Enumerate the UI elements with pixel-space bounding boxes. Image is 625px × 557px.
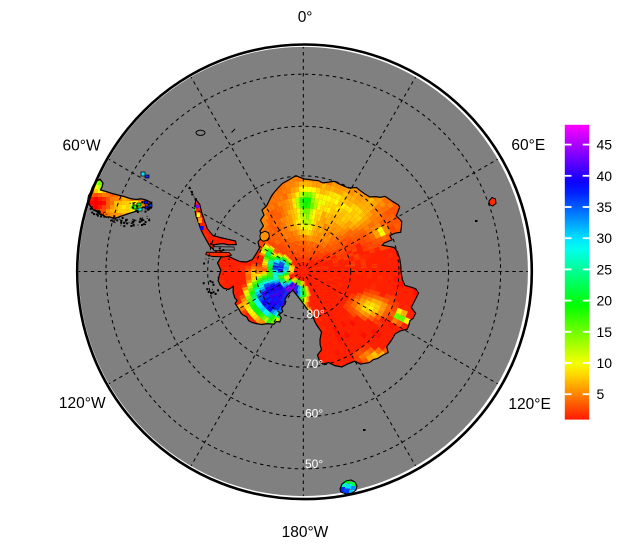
svg-text:60°: 60° [305,407,323,421]
svg-text:120°E: 120°E [508,396,550,413]
svg-text:120°W: 120°W [59,395,106,412]
svg-text:30: 30 [597,230,613,246]
svg-text:25: 25 [597,261,613,277]
svg-text:5: 5 [597,386,605,402]
svg-text:45: 45 [597,137,613,153]
svg-text:70°: 70° [305,357,323,371]
svg-text:35: 35 [597,199,613,215]
svg-text:15: 15 [597,324,613,340]
svg-text:10: 10 [597,355,613,371]
svg-text:60°E: 60°E [511,137,545,154]
svg-text:50°: 50° [305,457,323,471]
svg-text:80°: 80° [307,307,325,321]
svg-text:20: 20 [597,293,613,309]
svg-text:180°W: 180°W [282,524,329,541]
svg-text:60°W: 60°W [63,137,101,154]
svg-text:0°: 0° [298,9,313,26]
svg-text:40: 40 [597,168,613,184]
